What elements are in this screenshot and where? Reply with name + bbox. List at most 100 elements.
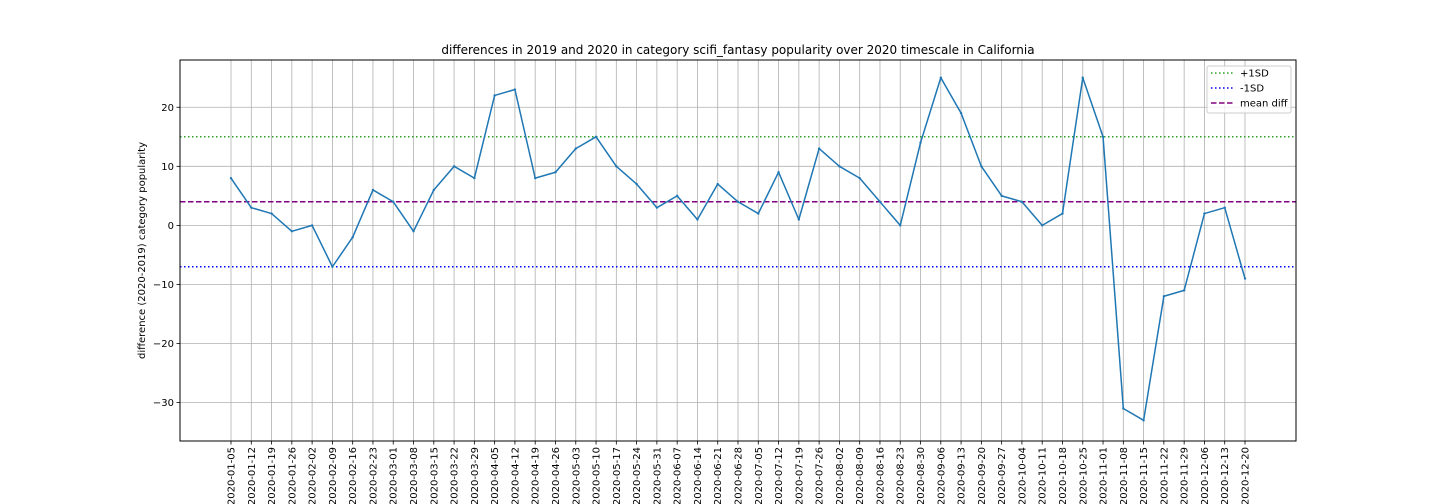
x-tick-label: 2020-08-30 <box>916 447 927 504</box>
data-point <box>493 94 496 97</box>
x-tick-label: 2020-11-29 <box>1180 447 1191 504</box>
x-tick-label: 2020-01-19 <box>267 447 278 504</box>
y-tick-label: −30 <box>153 398 174 409</box>
data-point <box>351 236 354 239</box>
x-tick-label: 2020-12-20 <box>1241 447 1252 504</box>
legend-label: -1SD <box>1240 84 1264 95</box>
data-point <box>290 230 294 233</box>
x-tick-label: 2020-10-11 <box>1038 447 1049 504</box>
y-tick-label: −20 <box>153 339 174 350</box>
x-tick-label: 2020-12-13 <box>1220 447 1231 504</box>
data-point <box>1162 295 1166 298</box>
x-tick-label: 2020-07-05 <box>754 447 765 504</box>
x-tick-label: 2020-09-27 <box>997 447 1008 504</box>
data-point <box>1041 224 1044 227</box>
x-tick-label: 2020-12-06 <box>1200 447 1211 504</box>
data-point <box>919 141 922 144</box>
x-tick-label: 2020-08-02 <box>835 447 846 504</box>
x-tick-label: 2020-05-24 <box>632 447 643 504</box>
data-point <box>716 182 719 186</box>
legend-box <box>1206 65 1292 114</box>
data-point <box>878 200 882 203</box>
x-tick-label: 2020-07-26 <box>815 447 826 504</box>
data-point <box>615 165 618 168</box>
data-point <box>1142 419 1145 422</box>
data-point <box>1020 200 1024 203</box>
x-tick-label: 2020-03-15 <box>429 447 440 504</box>
data-point <box>777 171 780 174</box>
y-axis-ticks: −30 −20 −10 0 10 20 <box>153 103 180 409</box>
x-tick-label: 2020-04-12 <box>510 447 521 504</box>
data-point <box>736 200 740 203</box>
x-tick-label: 2020-10-18 <box>1058 447 1069 504</box>
data-point <box>757 212 760 215</box>
data-point <box>452 165 456 168</box>
data-point <box>392 200 395 203</box>
data-point <box>432 188 435 192</box>
x-tick-label: 2020-01-05 <box>227 447 238 504</box>
x-tick-label: 2020-11-08 <box>1119 447 1130 504</box>
data-point <box>858 176 861 180</box>
data-point <box>696 218 699 221</box>
y-tick-label: −10 <box>153 280 174 291</box>
grid <box>180 60 1296 441</box>
data-point <box>1243 277 1247 280</box>
data-point <box>817 147 821 150</box>
data-point <box>959 111 963 115</box>
data-point <box>797 218 801 221</box>
legend-label: +1SD <box>1240 69 1269 80</box>
x-tick-label: 2020-07-19 <box>794 447 805 504</box>
data-point <box>838 165 841 168</box>
x-tick-label: 2020-06-28 <box>734 447 745 504</box>
data-point <box>594 135 598 138</box>
y-tick-label: 20 <box>161 103 174 114</box>
x-tick-label: 2020-08-23 <box>896 447 907 504</box>
x-tick-label: 2020-09-13 <box>957 447 968 504</box>
data-point <box>675 194 679 198</box>
x-tick-label: 2020-11-22 <box>1159 447 1170 504</box>
x-tick-label: 2020-02-23 <box>368 447 379 504</box>
x-tick-label: 2020-09-20 <box>977 447 988 504</box>
x-tick-label: 2020-08-16 <box>875 447 886 504</box>
data-point <box>574 147 577 150</box>
data-point <box>554 171 557 174</box>
x-tick-label: 2020-11-01 <box>1099 447 1110 504</box>
x-tick-label: 2020-06-21 <box>713 447 724 504</box>
y-axis-label: difference (2020-2019) category populari… <box>137 142 148 359</box>
x-tick-label: 2020-01-26 <box>287 447 298 504</box>
data-point <box>1223 206 1226 209</box>
x-tick-label: 2020-09-06 <box>936 447 947 504</box>
data-point <box>899 224 902 227</box>
x-tick-label: 2020-07-12 <box>774 447 785 504</box>
data-point <box>1000 194 1003 198</box>
x-tick-label: 2020-05-03 <box>571 447 582 504</box>
data-point <box>371 188 375 192</box>
data-point <box>1101 135 1105 138</box>
x-tick-label: 2020-02-16 <box>348 447 359 504</box>
x-tick-label: 2020-02-02 <box>308 447 319 504</box>
data-point <box>1061 212 1064 215</box>
data-point <box>1203 212 1206 215</box>
x-tick-label: 2020-10-25 <box>1078 447 1089 504</box>
legend-label: mean diff <box>1240 99 1289 110</box>
x-tick-label: 2020-04-19 <box>531 447 542 504</box>
x-tick-label: 2020-08-09 <box>855 447 866 504</box>
y-tick-label: 10 <box>161 162 174 173</box>
data-point <box>980 165 983 168</box>
x-tick-label: 2020-03-29 <box>470 447 481 504</box>
legend: +1SD -1SD mean diff <box>1206 65 1292 114</box>
data-point <box>229 176 233 180</box>
data-point <box>1122 407 1125 410</box>
series-lines <box>229 76 1247 422</box>
chart-title: differences in 2019 and 2020 in category… <box>441 43 1034 57</box>
x-tick-label: 2020-10-04 <box>1017 447 1028 504</box>
x-tick-label: 2020-05-31 <box>652 447 663 504</box>
data-point <box>655 206 659 209</box>
data-point <box>534 176 537 180</box>
reference-lines <box>180 136 1296 268</box>
x-tick-label: 2020-05-17 <box>612 447 623 504</box>
data-point <box>635 182 638 186</box>
x-tick-label: 2020-03-22 <box>450 447 461 504</box>
data-point <box>250 206 253 209</box>
